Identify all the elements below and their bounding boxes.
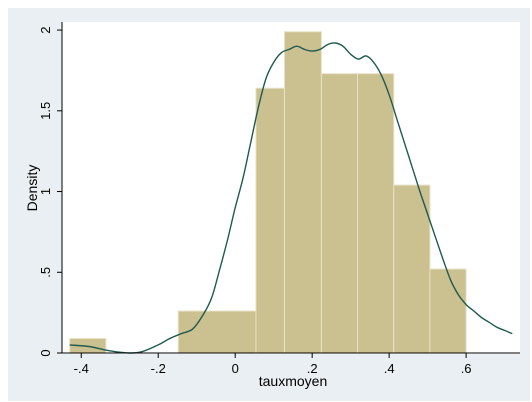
kde-line: [69, 42, 513, 354]
y-tick-label-0: 0: [38, 349, 53, 356]
x-axis-ticks: -.4 -.2 0 .2 .4 .6: [74, 353, 472, 376]
histogram-bar-5: [283, 31, 322, 354]
histogram-bar-6: [320, 73, 359, 354]
x-tick-label-5: .6: [461, 361, 472, 376]
y-tick-label-2: 1: [38, 188, 53, 195]
y-tick-label-1: .5: [38, 267, 53, 278]
y-tick-label-3: 1.5: [38, 102, 53, 120]
histogram-bar-8: [393, 184, 431, 354]
histogram-bars: [69, 31, 467, 354]
histogram-bar-9: [429, 268, 467, 354]
x-tick-label-0: -.4: [74, 361, 89, 376]
y-axis-title: Density: [24, 165, 40, 212]
x-tick-label-3: .2: [307, 361, 318, 376]
x-tick-label-4: .4: [384, 361, 395, 376]
x-tick-label-1: -.2: [151, 361, 166, 376]
x-tick-label-2: 0: [232, 361, 239, 376]
histogram-bar-3: [177, 310, 257, 354]
y-tick-label-4: 2: [38, 26, 53, 33]
histogram-bar-4: [255, 87, 285, 354]
histogram-bar-7: [357, 73, 395, 354]
y-axis-ticks: 0 .5 1 1.5 2: [38, 26, 62, 357]
x-axis-title: tauxmoyen: [259, 373, 327, 389]
